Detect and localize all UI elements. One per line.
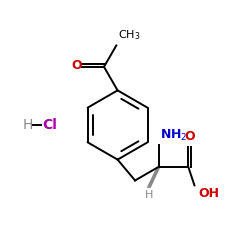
Text: OH: OH [198, 187, 219, 200]
Text: CH$_3$: CH$_3$ [118, 29, 140, 42]
Text: H: H [144, 190, 153, 200]
Text: Cl: Cl [42, 118, 57, 132]
Text: H: H [22, 118, 32, 132]
Text: O: O [184, 130, 195, 142]
Text: O: O [71, 59, 82, 72]
Polygon shape [147, 167, 160, 188]
Text: NH$_2$: NH$_2$ [160, 128, 187, 142]
